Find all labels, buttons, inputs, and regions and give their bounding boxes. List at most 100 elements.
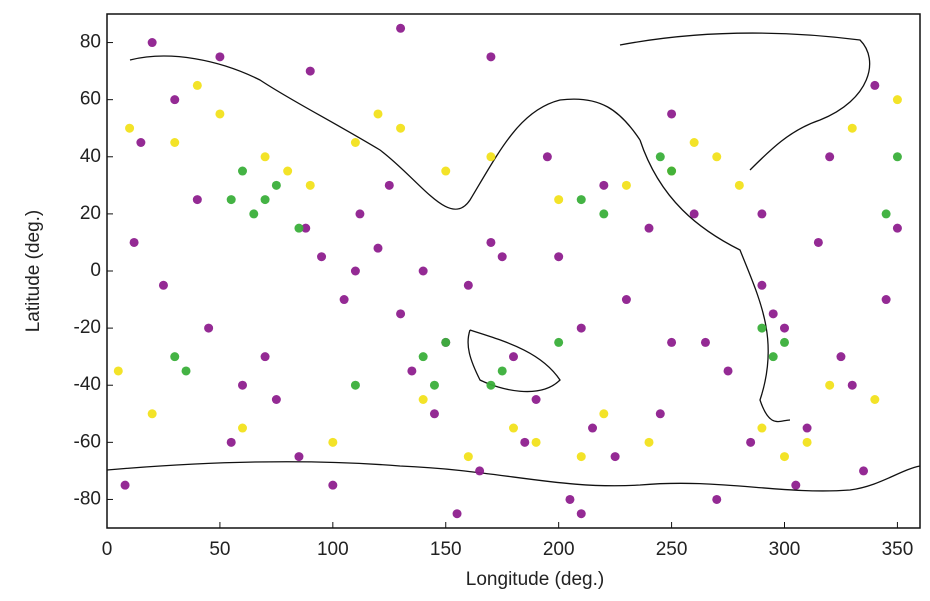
point bbox=[621, 180, 631, 190]
point bbox=[689, 209, 699, 219]
plot-frame bbox=[106, 13, 921, 529]
point bbox=[576, 509, 586, 519]
point bbox=[204, 323, 214, 333]
point bbox=[294, 223, 304, 233]
y-tick-label: 0 bbox=[90, 260, 101, 281]
coastline bbox=[106, 460, 921, 492]
x-tick-label: 50 bbox=[209, 539, 230, 560]
point bbox=[339, 295, 349, 305]
point bbox=[441, 166, 451, 176]
y-tick-label: -60 bbox=[74, 431, 101, 452]
point bbox=[147, 38, 157, 48]
point bbox=[294, 452, 304, 462]
x-tick-label: 100 bbox=[317, 539, 349, 560]
point bbox=[655, 409, 665, 419]
point bbox=[667, 166, 677, 176]
point bbox=[170, 352, 180, 362]
y-axis-label: Latitude (deg.) bbox=[23, 210, 44, 333]
coastline bbox=[129, 55, 641, 210]
point bbox=[373, 109, 383, 119]
point bbox=[655, 152, 665, 162]
point bbox=[780, 452, 789, 462]
point bbox=[509, 423, 518, 433]
point bbox=[271, 180, 281, 190]
point bbox=[350, 266, 360, 276]
point bbox=[260, 352, 270, 362]
y-tick-label: 20 bbox=[80, 203, 101, 224]
point bbox=[350, 138, 360, 147]
point bbox=[396, 23, 406, 33]
point bbox=[170, 95, 180, 105]
coastline bbox=[619, 32, 871, 171]
point bbox=[350, 380, 360, 390]
point bbox=[328, 480, 338, 490]
point bbox=[463, 280, 473, 290]
point bbox=[147, 409, 157, 419]
x-tick-label: 300 bbox=[769, 539, 801, 560]
point bbox=[125, 123, 135, 133]
point bbox=[486, 152, 496, 162]
point bbox=[870, 80, 880, 90]
point bbox=[712, 152, 722, 162]
point bbox=[576, 452, 586, 462]
point bbox=[847, 123, 857, 133]
coastlines bbox=[106, 32, 921, 492]
point bbox=[554, 195, 564, 205]
point bbox=[396, 309, 406, 319]
point bbox=[136, 138, 146, 147]
point bbox=[305, 180, 315, 190]
point bbox=[802, 437, 812, 447]
point bbox=[158, 280, 168, 290]
point bbox=[283, 166, 293, 176]
point bbox=[746, 437, 756, 447]
point bbox=[757, 209, 767, 219]
point bbox=[599, 180, 609, 190]
point bbox=[129, 237, 139, 247]
point bbox=[226, 437, 236, 447]
point bbox=[802, 423, 812, 433]
x-tick-label: 350 bbox=[882, 539, 914, 560]
point bbox=[215, 109, 225, 119]
point bbox=[588, 423, 598, 433]
y-tick-label: -40 bbox=[74, 374, 101, 395]
point bbox=[576, 323, 586, 333]
point bbox=[238, 380, 247, 390]
point bbox=[271, 395, 281, 404]
point bbox=[599, 409, 609, 419]
point bbox=[396, 123, 406, 133]
point bbox=[813, 237, 823, 247]
point bbox=[497, 252, 507, 262]
y-tick-label: 60 bbox=[80, 89, 101, 110]
coastline bbox=[467, 329, 561, 393]
point bbox=[429, 380, 439, 390]
point bbox=[170, 138, 180, 147]
point bbox=[734, 180, 744, 190]
point bbox=[181, 366, 191, 376]
point bbox=[565, 494, 575, 504]
y-tick-label: -80 bbox=[74, 488, 101, 509]
point bbox=[384, 180, 394, 190]
point bbox=[452, 509, 462, 519]
point bbox=[301, 223, 311, 233]
point bbox=[192, 80, 202, 90]
point bbox=[542, 152, 552, 162]
coastline bbox=[639, 139, 791, 423]
point bbox=[441, 337, 451, 347]
point bbox=[757, 280, 767, 290]
point bbox=[317, 252, 327, 262]
point bbox=[418, 266, 428, 276]
point bbox=[757, 423, 767, 433]
point bbox=[780, 337, 789, 347]
point bbox=[249, 209, 259, 219]
point bbox=[780, 323, 789, 333]
point bbox=[373, 243, 383, 253]
point bbox=[892, 152, 902, 162]
point bbox=[418, 352, 428, 362]
point bbox=[520, 437, 530, 447]
point bbox=[723, 366, 733, 376]
point bbox=[881, 295, 891, 305]
x-tick-label: 200 bbox=[543, 539, 575, 560]
point bbox=[791, 480, 801, 490]
x-axis-label: Longitude (deg.) bbox=[466, 569, 604, 590]
point bbox=[418, 395, 428, 404]
